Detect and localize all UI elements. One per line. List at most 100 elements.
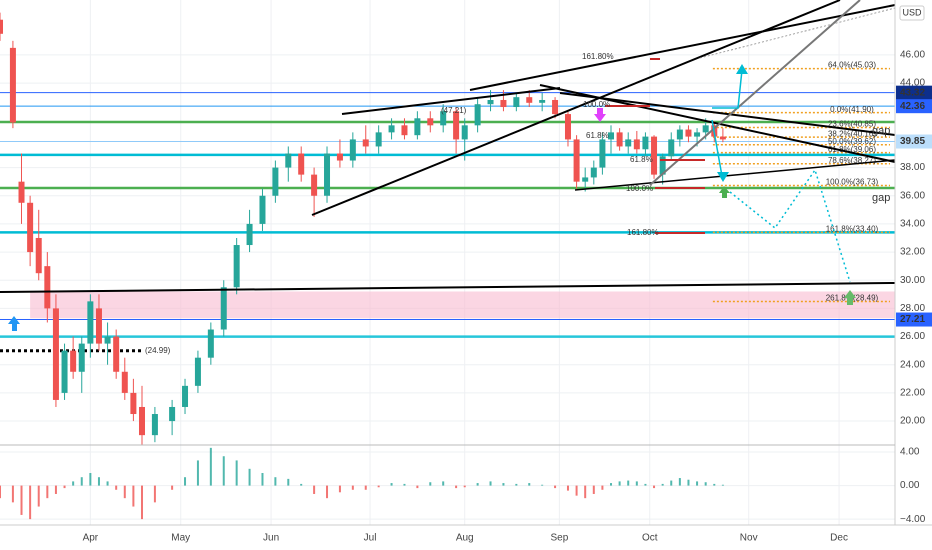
histogram-bar [235,460,238,486]
candle-body [500,99,507,108]
candle-body [349,139,356,161]
candle-body [9,47,16,123]
histogram-bar [209,447,212,486]
y-tick-label: 44.00 [900,78,925,89]
histogram-bar [196,460,199,486]
candle-body [676,129,683,140]
histogram-bar [566,485,569,491]
fib-label: 161.8%(33.40) [826,224,879,233]
candle-body [151,414,158,436]
histogram-bar [489,481,492,486]
candle-body [427,118,434,126]
background-layer [0,0,896,525]
currency-box [899,5,925,21]
fib-label: 50.0%(39.62) [828,137,876,146]
candle-body [298,153,305,175]
histogram-bar [132,485,135,507]
fib-label: 23.6%(40.85) [828,120,876,129]
candle-body [564,114,571,140]
y-tick-label: 32.00 [900,247,925,258]
arrow-up [719,186,730,198]
candle-body [104,336,111,344]
histogram-bar [463,485,466,488]
histogram-bar [0,485,1,499]
candle-body [220,287,227,330]
candle-body [0,19,3,34]
annotation: gap [872,192,890,204]
y-tick-label: 20.00 [900,416,925,427]
price-badge-label: 43.32 [900,87,925,98]
x-tick-label: Nov [740,533,758,544]
annotation: 61.8% [586,131,609,140]
trendline [559,92,896,136]
histogram-bar [171,485,174,490]
candle-body [651,136,658,175]
histogram-bar [644,483,647,486]
histogram-bar [313,485,316,494]
trendline [469,4,896,91]
histogram-bar [29,485,32,520]
candle-body [608,132,615,140]
candle-body [590,167,597,178]
candle-body [642,136,649,150]
histogram-bar [601,485,604,490]
arrow-down [594,108,606,122]
candle-body [95,308,102,344]
candle-body [625,139,632,147]
trendline [574,159,896,191]
candle-body [599,139,606,168]
histogram-bar [248,468,251,486]
histogram-bar [635,481,638,486]
x-tick-label: Dec [830,533,848,544]
candle-body [375,132,382,147]
histogram-bar [502,483,505,486]
candle-body [259,195,266,224]
price-badge [896,99,932,114]
arrow-up [844,290,856,305]
candle-body [702,125,709,133]
candle-body [474,104,481,126]
candle-body [207,329,214,358]
fib-label: 38.2%(40.16) [828,129,876,138]
y-tick-label: 38.00 [900,162,925,173]
y-tick-label: 28.00 [900,303,925,314]
x-tick-label: Sep [550,533,568,544]
y-tick-label: 30.00 [900,275,925,286]
histogram-bar [338,485,341,493]
histogram-bar [287,478,290,486]
fib-label: 61.8%(39.06) [828,145,876,154]
histogram-bar [515,483,518,486]
candle-body [87,301,94,344]
y-tick-label: −4.00 [900,514,926,525]
histogram-bar [429,482,432,486]
x-tick-label: May [171,533,190,544]
candle-body [233,245,240,288]
histogram-bar [97,477,100,486]
candle-body [169,406,176,422]
x-tick-label: Oct [642,533,658,544]
y-tick-label: 46.00 [900,50,925,61]
candle-body [659,156,666,175]
candle-body [616,132,623,147]
histogram-bar [274,477,277,486]
annotation: 100.0% [583,100,610,109]
y-tick-label: 34.00 [900,219,925,230]
candle-body [633,139,640,150]
projection-arrow [711,119,723,177]
histogram-bar [476,483,479,486]
y-tick-label: 36.00 [900,190,925,201]
histogram-bar [416,485,419,489]
histogram-bar [140,485,143,520]
currency: USD [902,7,922,17]
histogram-bar [670,480,673,486]
histogram-bar [123,485,126,499]
y-tick-label: 22.00 [900,388,925,399]
annotation: 61.8% [630,155,653,164]
arrow-up [8,316,20,331]
histogram-bar [351,485,354,490]
annotation: gap [872,125,890,137]
trendline [699,7,896,59]
candle-body [694,132,701,137]
price-badge [896,312,932,327]
